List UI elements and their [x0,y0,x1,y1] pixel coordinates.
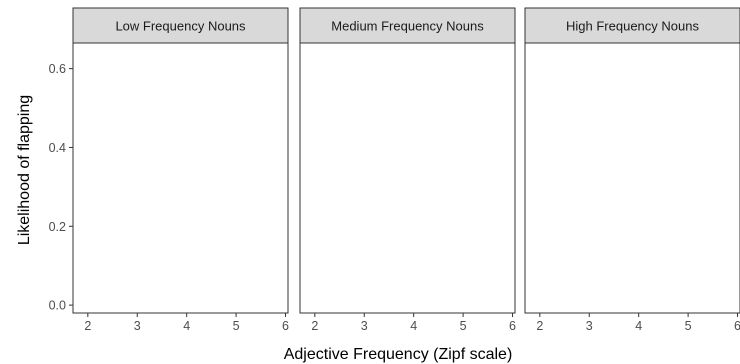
facet-strip-label: High Frequency Nouns [566,19,699,34]
y-axis-title-group: Likelihood of flapping [16,95,33,245]
x-tick-label: 2 [311,319,318,333]
x-tick-label: 2 [536,319,543,333]
x-tick-label: 5 [460,319,467,333]
facet-panel: Low Frequency Nouns 2 3 4 5 6 0.0 0.2 0.4 0.6 [49,7,289,333]
facet-panel: High Frequency Nouns 2 3 4 5 6 [524,7,740,333]
x-tick-label: 3 [586,319,593,333]
y-tick-label: 0.4 [49,141,66,155]
y-axis-title: Likelihood of flapping [16,95,33,245]
facet-panel: Medium Frequency Nouns 2 3 4 5 6 [299,7,516,333]
facet-strip-label: Medium Frequency Nouns [331,19,484,34]
facet-strip [299,7,516,44]
x-tick-label: 5 [233,319,240,333]
facet-strip [72,7,289,44]
x-tick-label: 6 [282,319,289,333]
x-tick-label: 4 [183,319,190,333]
x-tick-label: 6 [509,319,516,333]
facet-strip [524,7,740,44]
x-tick-label: 4 [410,319,417,333]
facet-panels: Low Frequency Nouns 2 3 4 5 6 0.0 0.2 0.4 0.6 Medi… [49,7,740,333]
x-tick-label: 3 [134,319,141,333]
panel-border [72,42,289,314]
x-axis-title: Adjective Frequency (Zipf scale) [284,346,513,363]
y-tick-label: 0.2 [49,220,66,234]
x-tick-label: 3 [361,319,368,333]
panel-border [524,42,740,314]
y-tick-label: 0.6 [49,62,66,76]
x-tick-label: 4 [635,319,642,333]
x-tick-label: 5 [685,319,692,333]
x-tick-label: 2 [84,319,91,333]
panel-border [299,42,516,314]
y-tick-label: 0.0 [49,299,66,313]
facet-strip-label: Low Frequency Nouns [115,19,246,34]
x-tick-label: 6 [734,319,740,333]
